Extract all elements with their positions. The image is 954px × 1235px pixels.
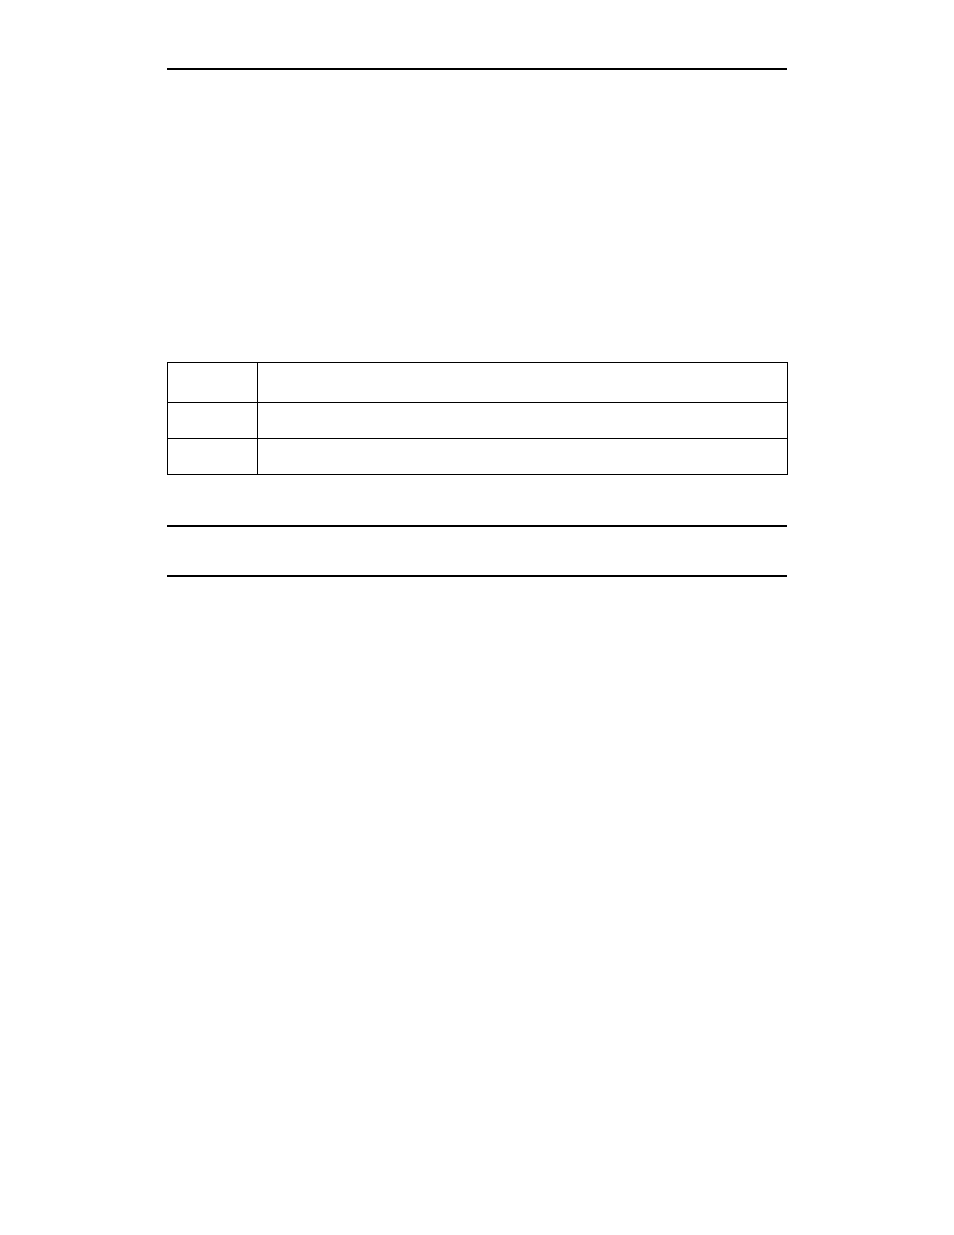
top-rule xyxy=(167,68,787,70)
table-row xyxy=(168,403,788,439)
table-cell xyxy=(258,439,788,475)
data-table xyxy=(167,362,788,475)
mid-rule-2 xyxy=(167,575,787,577)
table-cell xyxy=(258,403,788,439)
table-cell xyxy=(168,403,258,439)
table-cell xyxy=(258,363,788,403)
table-row xyxy=(168,363,788,403)
table-row xyxy=(168,439,788,475)
table-cell xyxy=(168,363,258,403)
mid-rule-1 xyxy=(167,525,787,527)
table-cell xyxy=(168,439,258,475)
